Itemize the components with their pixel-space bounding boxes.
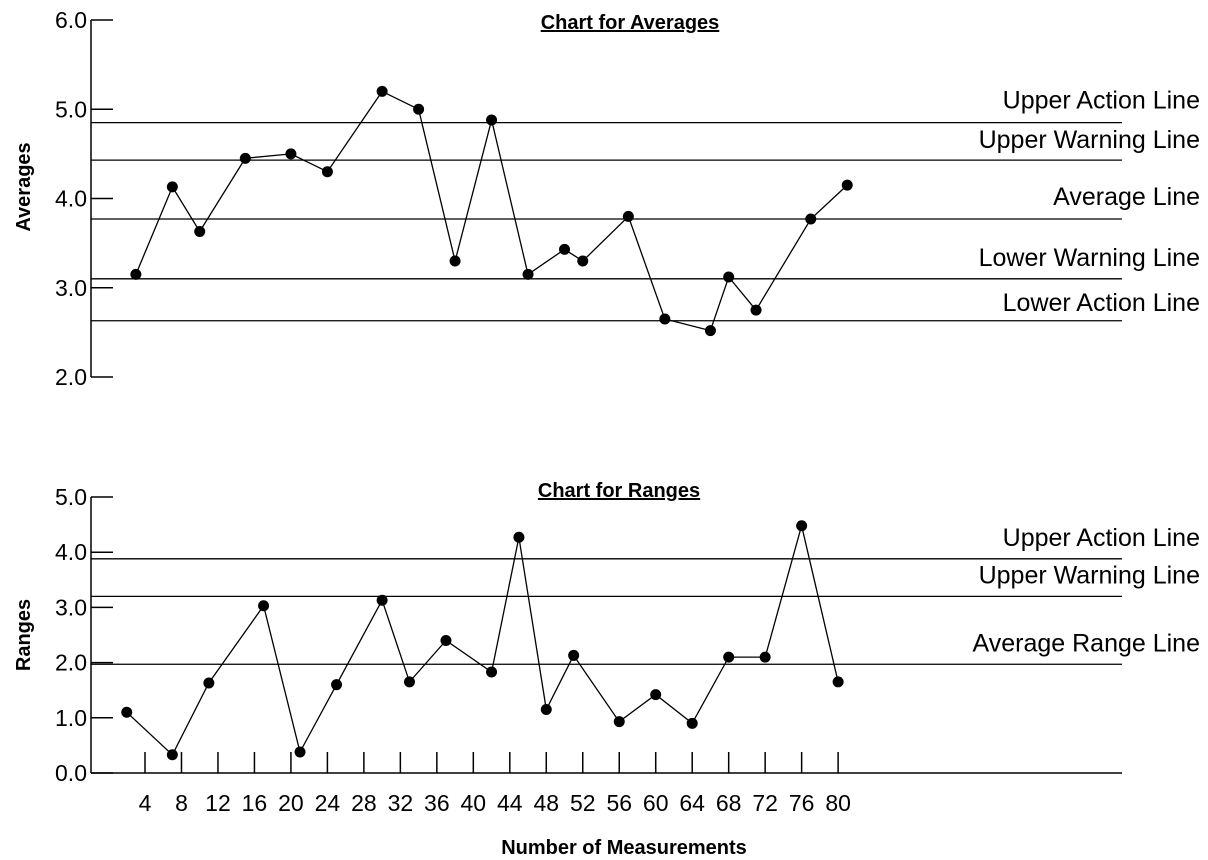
x-tick-label: 64 xyxy=(679,790,705,816)
ranges-y-tick-label: 2.0 xyxy=(55,650,87,676)
ranges-data-point xyxy=(166,749,178,761)
averages-data-point xyxy=(577,255,589,267)
averages-data-point xyxy=(723,271,735,283)
averages-y-tick-label: 2.0 xyxy=(55,364,87,390)
x-tick-label: 80 xyxy=(825,790,851,816)
ranges-reference-lines: Upper Action Line Upper Warning Line Avera… xyxy=(91,524,1201,665)
averages-data-point xyxy=(704,325,716,337)
ranges-data-point xyxy=(568,649,580,661)
ranges-y-tick-label: 5.0 xyxy=(55,484,87,510)
ranges-data-point xyxy=(650,689,662,701)
ranges-data-point xyxy=(540,704,552,716)
averages-data-point xyxy=(166,181,178,193)
ranges-ref-label: Upper Warning Line xyxy=(979,561,1200,589)
ranges-y-tick-label: 4.0 xyxy=(55,539,87,565)
averages-series xyxy=(130,85,853,337)
averages-data-point xyxy=(449,255,461,267)
averages-chart-panel: Chart for Averages Averages 2.0 3.0 4.0 5.0… xyxy=(13,7,1200,390)
ranges-data-point xyxy=(121,706,133,718)
ranges-y-tick-label: 0.0 xyxy=(55,760,87,786)
x-tick-label: 36 xyxy=(424,790,450,816)
x-tick-label: 52 xyxy=(570,790,596,816)
averages-reference-lines: Upper Action Line Upper Warning Line Avera… xyxy=(91,87,1200,322)
averages-data-point xyxy=(321,166,333,178)
x-tick-label: 24 xyxy=(315,790,341,816)
averages-y-tick-label: 4.0 xyxy=(55,186,87,212)
ranges-axis-label: Ranges xyxy=(13,599,35,671)
averages-y-tick-label: 6.0 xyxy=(55,7,87,33)
averages-data-point xyxy=(376,85,388,97)
ranges-data-point xyxy=(331,679,343,691)
x-tick-label: 56 xyxy=(606,790,632,816)
averages-y-axis: 2.0 3.0 4.0 5.0 6.0 xyxy=(55,7,113,390)
ranges-data-point xyxy=(486,666,498,678)
averages-data-point xyxy=(194,226,206,238)
averages-y-tick-label: 3.0 xyxy=(55,275,87,301)
ranges-data-point xyxy=(613,716,625,728)
ranges-ref-label: Upper Action Line xyxy=(1003,524,1200,552)
x-tick-label: 12 xyxy=(205,790,231,816)
ranges-chart-title: Chart for Ranges xyxy=(538,480,700,502)
x-tick-label: 60 xyxy=(643,790,669,816)
x-tick-label: 28 xyxy=(351,790,377,816)
ranges-series xyxy=(121,520,844,761)
ranges-series-line xyxy=(126,525,839,756)
ranges-data-point xyxy=(258,600,270,612)
averages-data-point xyxy=(659,313,671,325)
ranges-data-point xyxy=(759,651,771,663)
averages-data-point xyxy=(522,268,534,280)
ranges-y-tick-label: 1.0 xyxy=(55,705,87,731)
ranges-data-point xyxy=(513,531,525,543)
averages-data-point xyxy=(805,213,817,225)
x-tick-label: 16 xyxy=(242,790,268,816)
averages-data-point xyxy=(841,179,853,191)
averages-data-point xyxy=(239,152,251,164)
x-tick-label: 32 xyxy=(388,790,414,816)
ranges-data-point xyxy=(440,635,452,647)
averages-ref-label: Lower Warning Line xyxy=(979,244,1200,272)
averages-data-point xyxy=(750,304,762,316)
ranges-data-point xyxy=(723,651,735,663)
x-tick-label: 68 xyxy=(716,790,742,816)
averages-data-point xyxy=(130,268,142,280)
averages-data-point xyxy=(559,243,571,255)
ranges-data-point xyxy=(403,676,415,688)
x-tick-label: 20 xyxy=(278,790,304,816)
averages-data-point xyxy=(285,148,297,160)
x-tick-label: 72 xyxy=(752,790,778,816)
ranges-y-tick-label: 3.0 xyxy=(55,594,87,620)
x-tick-label: 40 xyxy=(461,790,487,816)
ranges-data-point xyxy=(796,520,808,532)
x-tick-label: 8 xyxy=(175,790,188,816)
ranges-data-point xyxy=(294,746,306,758)
ranges-chart-panel: Chart for Ranges Ranges 0.0 1.0 2.0 3.0 4.0 5… xyxy=(13,480,1200,859)
averages-y-tick-label: 5.0 xyxy=(55,96,87,122)
averages-data-point xyxy=(413,103,425,115)
measurements-x-axis: 4 8 12 16 20 24 28 32 36 40 44 48 52 56 60 64 68 72 76 80 xyxy=(91,752,1122,816)
x-tick-label: 48 xyxy=(533,790,559,816)
averages-series-line xyxy=(135,90,848,332)
x-tick-label: 4 xyxy=(139,790,152,816)
ranges-ref-label: Average Range Line xyxy=(973,629,1201,657)
ranges-y-axis: 0.0 1.0 2.0 3.0 4.0 5.0 xyxy=(55,484,113,786)
measurements-axis-label: Number of Measurements xyxy=(501,837,747,859)
ranges-data-point xyxy=(832,676,844,688)
averages-ref-label: Upper Action Line xyxy=(1003,87,1200,115)
averages-chart-title: Chart for Averages xyxy=(541,12,720,34)
x-tick-label: 76 xyxy=(789,790,815,816)
averages-data-point xyxy=(486,114,498,126)
averages-axis-label: Averages xyxy=(13,142,35,231)
averages-data-point xyxy=(622,210,634,222)
averages-ref-label: Lower Action Line xyxy=(1003,289,1200,317)
x-tick-label: 44 xyxy=(497,790,523,816)
averages-ref-label: Average Line xyxy=(1053,183,1200,211)
ranges-data-point xyxy=(376,594,388,606)
ranges-data-point xyxy=(686,717,698,729)
averages-ref-label: Upper Warning Line xyxy=(979,126,1200,154)
ranges-data-point xyxy=(203,677,215,689)
